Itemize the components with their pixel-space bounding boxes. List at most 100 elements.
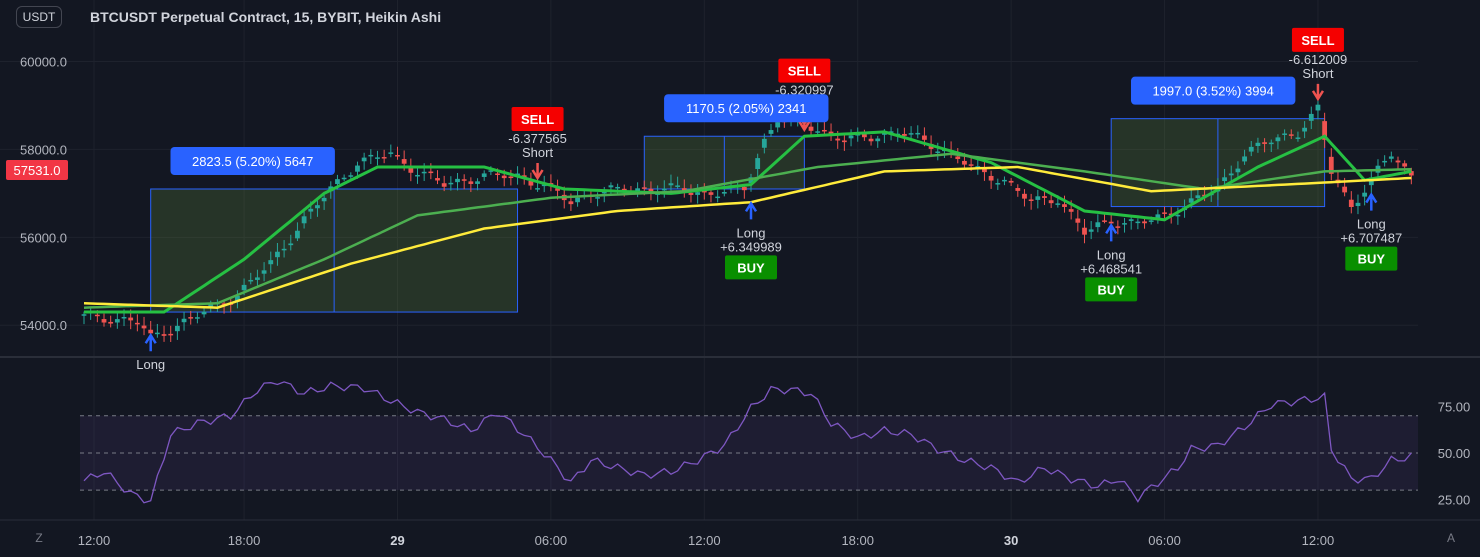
candle-body (1288, 134, 1294, 136)
candle-body (1282, 133, 1287, 135)
candle-body (1315, 104, 1321, 111)
ma-line-fast (84, 130, 1412, 314)
candle-body (495, 173, 500, 175)
candle-body (668, 183, 674, 186)
candle-body (988, 175, 994, 181)
candle-body (348, 175, 354, 177)
candle-body (915, 132, 921, 135)
candle-body (121, 317, 127, 319)
candle-body (848, 135, 854, 139)
candle-body (335, 179, 340, 185)
sell-badge (778, 58, 831, 83)
candle-body (1102, 220, 1107, 222)
time-tick-label: 12:00 (1302, 533, 1335, 548)
candle-body (148, 329, 154, 334)
candle-body (508, 176, 514, 179)
sell-badge (1291, 27, 1344, 52)
candle-body (248, 279, 254, 282)
candle-body (401, 159, 407, 164)
short-value: -6.320997 (775, 83, 834, 98)
trade-result-label: 2823.5 (5.20%) 5647 (192, 154, 313, 169)
candle-body (128, 317, 134, 321)
timezone-button[interactable]: Z (35, 531, 43, 545)
candle-body (1342, 186, 1348, 193)
candle-body (235, 295, 240, 302)
candle-body (301, 216, 307, 224)
current-price-badge (6, 160, 68, 181)
candle-body (821, 129, 827, 132)
candle-body (1115, 226, 1121, 228)
candle-body (101, 319, 107, 323)
long-label: Long (136, 357, 165, 372)
candle-body (1002, 179, 1007, 182)
long-value: +6.349989 (720, 239, 782, 254)
short-arrow-icon (1311, 83, 1325, 102)
candle-body (761, 138, 767, 148)
currency-selector[interactable]: USDT (16, 6, 62, 28)
candle-body (768, 130, 774, 134)
long-value: +6.468541 (1080, 261, 1142, 276)
candle-body (908, 133, 914, 135)
candle-body (1062, 204, 1067, 207)
candle-body (361, 157, 367, 162)
rsi-line (83, 381, 1412, 504)
candle-body (955, 156, 961, 160)
candle-body (902, 133, 907, 136)
candle-body (1255, 142, 1261, 147)
trade-result-label: 1170.5 (2.05%) 2341 (686, 101, 806, 116)
price-tick-label: 58000.0 (20, 142, 67, 157)
candle-body (1075, 218, 1081, 223)
time-tick-label: 06:00 (1148, 533, 1181, 548)
candle-body (375, 157, 380, 159)
candle-body (475, 181, 480, 184)
candle-body (1082, 227, 1087, 235)
chart-title: BTCUSDT Perpetual Contract, 15, BYBIT, H… (90, 9, 442, 25)
price-tick-label: 56000.0 (20, 230, 67, 245)
time-tick-label: 29 (390, 533, 404, 548)
candle-body (241, 284, 247, 291)
candle-body (568, 201, 574, 205)
candle-body (641, 187, 647, 189)
candle-body (381, 157, 387, 159)
candle-body (1235, 168, 1241, 173)
candle-body (268, 260, 274, 265)
auto-scale-button[interactable]: A (1446, 531, 1455, 545)
candle-body (255, 277, 260, 280)
time-tick-label: 18:00 (228, 533, 261, 548)
candle-body (1382, 160, 1388, 163)
candle-body (1055, 203, 1061, 205)
candle-body (968, 164, 974, 166)
candle-body (755, 158, 761, 169)
candle-body (648, 188, 654, 192)
candle-body (1122, 223, 1127, 225)
candle-body (408, 167, 414, 173)
candle-body (355, 165, 360, 172)
candle-body (281, 248, 287, 251)
candle-body (575, 197, 580, 203)
buy-badge-label: BUY (1358, 252, 1386, 267)
candle-body (635, 188, 641, 192)
candle-body (161, 334, 167, 336)
candle-body (1108, 221, 1114, 224)
candle-body (288, 243, 294, 246)
buy-badge-label: BUY (1097, 282, 1125, 297)
candle-body (1095, 222, 1101, 228)
candle-body (541, 184, 547, 187)
candle-body (168, 333, 174, 336)
buy-badge-label: BUY (737, 260, 765, 275)
candle-body (615, 186, 620, 189)
candle-body (1048, 200, 1054, 204)
candle-body (1155, 214, 1161, 219)
candle-body (1328, 156, 1334, 174)
candle-body (528, 180, 534, 186)
candle-body (134, 322, 140, 325)
rsi-tick-label: 75.00 (1438, 399, 1471, 414)
candle-body (1348, 199, 1354, 207)
time-tick-label: 12:00 (688, 533, 721, 548)
candle-body (201, 311, 207, 315)
candle-body (421, 171, 427, 174)
trade-result-label: 1997.0 (3.52%) 3994 (1152, 84, 1273, 99)
candle-body (715, 196, 721, 199)
long-arrow-icon (744, 201, 758, 220)
